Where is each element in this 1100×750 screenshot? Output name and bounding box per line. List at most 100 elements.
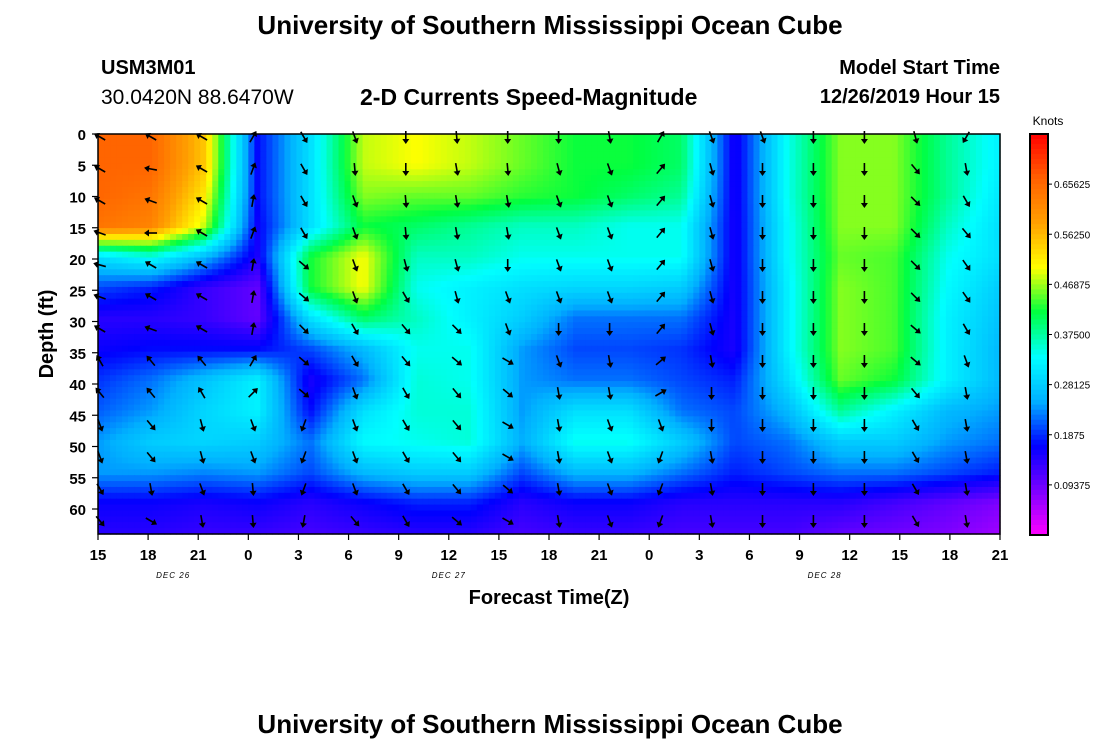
heatmap-cell [320,228,328,235]
heatmap-cell [603,145,610,153]
heatmap-cell [206,210,213,217]
heatmap-cell [362,151,370,159]
heatmap-cell [512,151,520,159]
heatmap-cell [416,304,424,312]
heatmap-cell [945,245,953,253]
heatmap-cell [903,222,911,229]
heatmap-cell [837,134,845,141]
heatmap-cell [579,251,586,259]
heatmap-cell [206,322,213,329]
heatmap-cell [669,181,676,188]
heatmap-cell [368,192,376,200]
heatmap-cell [98,222,105,229]
heatmap-cell [500,204,508,212]
heatmap-cell [939,145,947,153]
heatmap-cell [284,181,292,188]
heatmap-cell [705,145,712,153]
heatmap-cell [789,304,797,312]
heatmap-cell [981,192,989,200]
heatmap-cell [909,192,917,200]
heatmap-cell [422,310,430,317]
heatmap-cell [374,292,382,300]
heatmap-cell [140,245,147,253]
heatmap-cell [759,286,767,294]
heatmap-cell [855,281,863,288]
heatmap-cell [609,304,616,312]
heatmap-cell [392,257,400,265]
heatmap-cell [771,222,779,229]
heatmap-cell [927,175,935,182]
heatmap-cell [146,239,153,247]
heatmap-cell [500,169,508,176]
heatmap-cell [717,292,724,300]
heatmap-cell [482,216,490,223]
heatmap-cell [494,134,502,141]
heatmap-cell [524,322,532,329]
heatmap-cell [795,157,803,165]
heatmap-cell [969,186,977,194]
heatmap-cell [903,286,911,294]
heatmap-cell [470,198,478,206]
heatmap-cell [687,292,694,300]
heatmap-cell [639,298,646,306]
heatmap-cell [945,169,953,176]
heatmap-cell [434,151,442,159]
heatmap-cell [993,269,1001,276]
heatmap-cell [735,192,743,200]
heatmap-cell [885,169,893,176]
heatmap-cell [729,298,737,306]
heatmap-cell [801,181,809,188]
heatmap-cell [561,310,568,317]
heatmap-cell [146,151,153,159]
heatmap-cell [302,139,310,147]
heatmap-cell [969,134,977,141]
heatmap-cell [771,181,779,188]
heatmap-cell [206,292,213,300]
heatmap-cell [410,169,418,176]
heatmap-cell [224,204,231,212]
heatmap-cell [555,192,562,200]
heatmap-cell [206,310,213,317]
heatmap-cell [134,304,141,312]
heatmap-cell [206,134,213,141]
heatmap-cell [969,286,977,294]
heatmap-cell [621,281,628,288]
heatmap-cell [921,228,929,235]
heatmap-cell [753,228,761,235]
heatmap-cell [831,157,839,165]
heatmap-cell [945,186,953,194]
heatmap-cell [801,145,809,153]
heatmap-cell [476,216,484,223]
heatmap-cell [164,216,171,223]
heatmap-cell [266,151,273,159]
heatmap-cell [536,139,544,147]
heatmap-cell [981,181,989,188]
heatmap-cell [104,228,111,235]
heatmap-cell [518,234,526,241]
heatmap-cell [134,210,141,217]
heatmap-cell [993,298,1001,306]
heatmap-cell [416,263,424,270]
heatmap-cell [464,269,472,276]
heatmap-cell [993,275,1001,282]
heatmap-cell [939,169,947,176]
heatmap-cell [344,263,352,270]
heatmap-cell [933,257,941,265]
heatmap-cell [332,292,340,300]
heatmap-cell [512,175,520,182]
heatmap-cell [909,145,917,153]
heatmap-cell [470,275,478,282]
heatmap-cell [272,175,279,182]
heatmap-cell [555,316,562,323]
heatmap-cell [440,134,448,141]
heatmap-cell [963,181,971,188]
heatmap-cell [741,269,749,276]
heatmap-cell [464,228,472,235]
heatmap-cell [194,181,201,188]
heatmap-cell [555,216,562,223]
heatmap-cell [236,163,243,170]
heatmap-cell [723,192,730,200]
heatmap-cell [549,281,556,288]
heatmap-cell [212,298,219,306]
heatmap-cell [699,245,706,253]
